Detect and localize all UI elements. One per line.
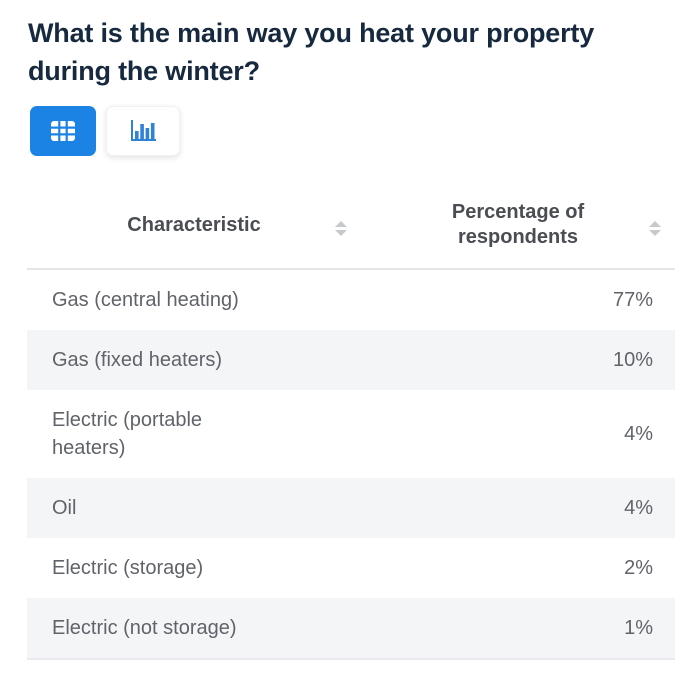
characteristic-cell: Gas (central heating): [27, 268, 361, 330]
bar-chart-icon: [131, 120, 156, 141]
percentage-cell: 1%: [361, 598, 675, 660]
table-row: Gas (fixed heaters) 10%: [27, 330, 675, 390]
table-row: Electric (not storage) 1%: [27, 598, 675, 660]
sort-icon-percentage[interactable]: [649, 221, 661, 236]
table-header: Characteristic Percentage of respondents: [27, 192, 675, 269]
table-grid-icon: [51, 121, 75, 141]
table-row: Electric (storage) 2%: [27, 538, 675, 598]
table-row: Gas (central heating) 77%: [27, 268, 675, 330]
table-view-button[interactable]: [30, 106, 96, 156]
chart-view-button[interactable]: [106, 106, 180, 156]
statistic-widget: What is the main way you heat your prope…: [0, 14, 700, 675]
percentage-cell: 77%: [361, 268, 675, 330]
stats-table: Characteristic Percentage of respondents…: [27, 192, 675, 660]
percentage-cell: 4%: [624, 423, 653, 445]
sort-icon-characteristic[interactable]: [335, 221, 347, 236]
table-row: Electric (portable heaters) 4%: [27, 390, 675, 478]
header-row: Characteristic Percentage of respondents: [27, 192, 675, 269]
table-body: Gas (central heating) 77% Gas (fixed hea…: [27, 268, 675, 660]
characteristic-cell: Oil: [52, 497, 77, 519]
column-header-percentage[interactable]: Percentage of respondents: [361, 192, 675, 269]
characteristic-cell: Electric (not storage): [27, 598, 361, 660]
percentage-cell: 2%: [624, 557, 653, 579]
characteristic-cell: Electric (storage): [52, 557, 204, 579]
question-title: What is the main way you heat your prope…: [28, 18, 595, 86]
table-row: Oil 4%: [27, 478, 675, 538]
characteristic-cell: Electric (portable heaters): [52, 409, 203, 459]
percentage-cell: 10%: [612, 349, 653, 371]
view-toggle: [30, 106, 700, 156]
characteristic-cell: Gas (fixed heaters): [52, 349, 223, 371]
column-header-characteristic[interactable]: Characteristic: [27, 192, 361, 269]
column-header-label: Percentage of respondents: [451, 201, 585, 248]
column-header-label: Characteristic: [127, 213, 261, 236]
percentage-cell: 4%: [624, 497, 653, 519]
